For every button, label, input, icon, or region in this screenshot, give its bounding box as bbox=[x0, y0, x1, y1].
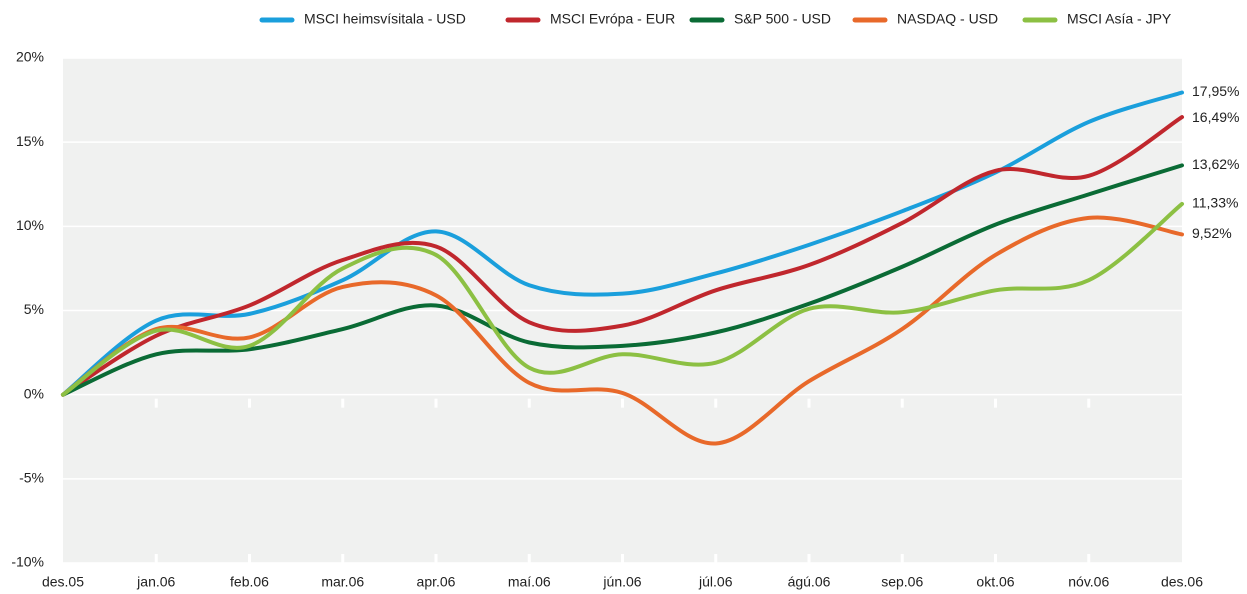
legend-label: MSCI Asía - JPY bbox=[1067, 11, 1172, 27]
x-tick-label: sep.06 bbox=[881, 574, 923, 590]
y-tick-label: -10% bbox=[11, 554, 44, 570]
legend-label: S&P 500 - USD bbox=[734, 11, 831, 27]
legend-label: MSCI Evrópa - EUR bbox=[550, 11, 675, 27]
legend-label: NASDAQ - USD bbox=[897, 11, 998, 27]
end-label: 13,62% bbox=[1192, 156, 1239, 172]
y-tick-label: 5% bbox=[24, 301, 44, 317]
x-tick-label: des.05 bbox=[42, 574, 84, 590]
y-tick-label: 15% bbox=[16, 133, 44, 149]
end-label: 9,52% bbox=[1192, 225, 1232, 241]
series-line bbox=[61, 201, 1184, 397]
series-line bbox=[61, 115, 1184, 397]
y-tick-label: 10% bbox=[16, 217, 44, 233]
end-label: 11,33% bbox=[1192, 195, 1238, 211]
series-line bbox=[61, 163, 1184, 397]
y-tick-label: 0% bbox=[24, 385, 44, 401]
end-label: 17,95% bbox=[1192, 83, 1239, 99]
x-tick-label: mar.06 bbox=[321, 574, 364, 590]
end-label: 16,49% bbox=[1192, 109, 1239, 125]
x-tick-label: feb.06 bbox=[230, 574, 269, 590]
x-tick-label: des.06 bbox=[1161, 574, 1203, 590]
legend-label: MSCI heimsvísitala - USD bbox=[304, 11, 466, 27]
x-tick-label: júl.06 bbox=[698, 574, 733, 590]
y-tick-label: -5% bbox=[19, 470, 44, 486]
series-line bbox=[61, 215, 1184, 446]
x-tick-label: maí.06 bbox=[508, 574, 551, 590]
y-tick-label: 20% bbox=[16, 49, 44, 65]
x-tick-label: jún.06 bbox=[602, 574, 641, 590]
x-tick-label: okt.06 bbox=[976, 574, 1014, 590]
x-tick-label: ágú.06 bbox=[788, 574, 831, 590]
x-tick-label: nóv.06 bbox=[1068, 574, 1109, 590]
x-tick-label: jan.06 bbox=[136, 574, 175, 590]
x-tick-label: apr.06 bbox=[417, 574, 456, 590]
